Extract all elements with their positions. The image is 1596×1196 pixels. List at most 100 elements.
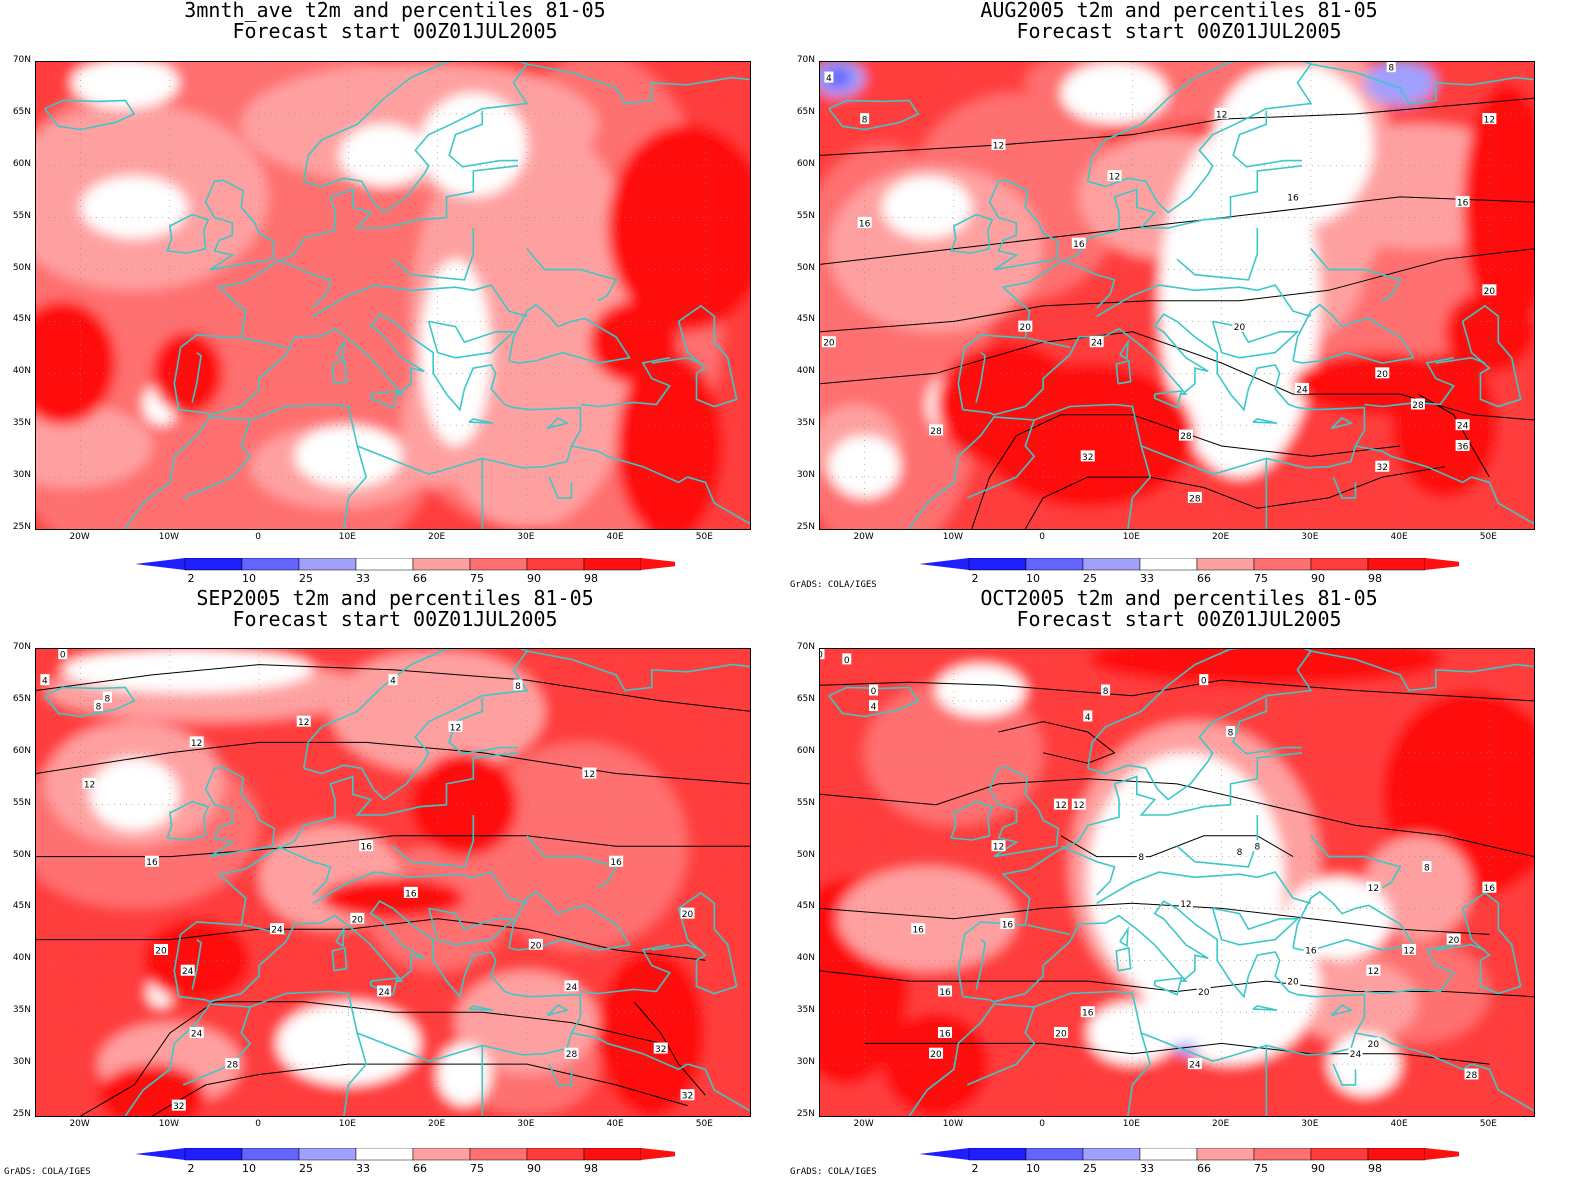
contour-label: 24 bbox=[1091, 339, 1103, 349]
lon-tick-label: 0 bbox=[1039, 532, 1045, 542]
colorbar-tick-label: 25 bbox=[1083, 572, 1097, 585]
colorbar-segment bbox=[1196, 558, 1255, 571]
percentile-band-fill bbox=[1172, 1042, 1200, 1055]
contour-label: 24 bbox=[182, 967, 194, 977]
contour-label: 16 bbox=[1305, 946, 1317, 956]
colorbar-segment bbox=[469, 1148, 528, 1161]
contour-label: 28 bbox=[930, 427, 942, 437]
isotherm-line bbox=[820, 778, 1534, 858]
contour-label: 24 bbox=[1296, 385, 1308, 395]
contour-label: 12 bbox=[84, 780, 95, 790]
contour-label: 8 bbox=[1103, 687, 1109, 697]
colorbar-segment bbox=[298, 558, 357, 571]
coastline bbox=[966, 419, 1036, 499]
colorbar-tick-label: 33 bbox=[1140, 1162, 1154, 1175]
contour-label-bg bbox=[153, 943, 168, 955]
percentile-band-fill bbox=[410, 752, 518, 857]
isotherm-line bbox=[151, 1063, 688, 1116]
contour-label-bg bbox=[821, 336, 836, 348]
colorbar-tick-label: 75 bbox=[1254, 1162, 1268, 1175]
contour-label: 12 bbox=[450, 723, 461, 733]
coastline bbox=[988, 766, 1060, 858]
percentile-band-fill bbox=[980, 362, 1195, 509]
contour-label-bg bbox=[1286, 975, 1301, 987]
percentile-band-fill bbox=[1444, 290, 1534, 374]
contour-label: 20 bbox=[1377, 370, 1389, 380]
lon-tick-label: 20W bbox=[69, 1119, 90, 1129]
coastline bbox=[1435, 943, 1486, 951]
coastline bbox=[1119, 926, 1129, 948]
percentile-band-fill bbox=[152, 331, 224, 415]
lon-tick-label: 30E bbox=[1301, 532, 1319, 542]
contour-label-bg bbox=[1402, 943, 1417, 955]
lat-tick-label: 30N bbox=[12, 1057, 31, 1068]
contour-label: 20 bbox=[930, 1050, 942, 1060]
coastline bbox=[1435, 356, 1486, 364]
colorbar-tick-label: 66 bbox=[413, 572, 427, 585]
colorbar-segment bbox=[412, 1148, 471, 1161]
contour-label: 28 bbox=[1180, 432, 1192, 442]
coastline bbox=[1355, 445, 1472, 484]
lat-tick-label: 65N bbox=[12, 106, 31, 117]
contour-label: 4 bbox=[871, 703, 877, 713]
colorbar-segment bbox=[968, 558, 1027, 571]
contour-label: 20 bbox=[682, 910, 694, 920]
contour-label-bg bbox=[1482, 113, 1497, 125]
coastline bbox=[966, 1006, 1036, 1086]
contour-label-bg bbox=[388, 674, 398, 686]
coastline bbox=[1060, 258, 1116, 309]
contour-label-bg bbox=[180, 964, 195, 976]
contour-label-bg bbox=[937, 1026, 952, 1038]
isotherm-line bbox=[36, 664, 750, 712]
coastline bbox=[312, 284, 528, 318]
contour-label-bg bbox=[1187, 1058, 1202, 1070]
contour-label: 24 bbox=[566, 983, 578, 993]
lat-tick-label: 55N bbox=[796, 797, 815, 808]
coastline bbox=[1292, 890, 1415, 951]
coastline bbox=[1471, 1063, 1534, 1112]
colorbar-segment bbox=[1025, 1148, 1084, 1161]
contour-label-bg bbox=[929, 1047, 944, 1059]
contour-label-bg bbox=[1101, 684, 1111, 696]
coastline bbox=[1153, 977, 1183, 996]
contour-label-bg bbox=[189, 1026, 204, 1038]
coastline bbox=[1252, 1005, 1278, 1011]
contour-label-bg bbox=[1196, 985, 1211, 997]
lat-lon-grid bbox=[820, 62, 1534, 529]
percentile-band-fill bbox=[1364, 835, 1472, 940]
colorbar-tick-label: 98 bbox=[1368, 572, 1382, 585]
contour-label-bg bbox=[564, 1047, 579, 1059]
map-plot-area: 4 8 8 12 12 12 12 16 16 16 16 20 20 20 20 20 24 24 24 28 28 2… bbox=[819, 61, 1535, 530]
grads-credit: GrADS: COLA/IGES bbox=[790, 580, 877, 590]
colorbar-tick-label: 90 bbox=[527, 1162, 541, 1175]
colorbar-tick-label: 10 bbox=[1026, 572, 1040, 585]
coastline bbox=[276, 845, 332, 896]
colorbar-tick-label: 33 bbox=[1140, 572, 1154, 585]
coastline bbox=[448, 110, 518, 168]
contour-label-bg bbox=[857, 216, 872, 228]
contour-label-bg bbox=[296, 715, 311, 727]
colorbar-segment bbox=[184, 558, 243, 571]
contour-label-bg bbox=[1080, 1006, 1095, 1018]
coastline bbox=[204, 179, 276, 271]
colorbar-arrow-left bbox=[135, 1148, 185, 1160]
panel-title: AUG2005 t2m and percentiles 81-05 bbox=[980, 0, 1378, 22]
colorbar-tick-label: 2 bbox=[972, 572, 979, 585]
coastline bbox=[392, 815, 475, 868]
contour-labels: 4 8 8 12 12 12 12 16 16 16 16 20 20 20 20 20 24 24 24 28 28 2… bbox=[821, 62, 1497, 504]
percentile-band-fill bbox=[276, 1001, 420, 1085]
contour-label: 12 bbox=[1484, 116, 1495, 126]
coastline bbox=[427, 907, 516, 946]
contour-label-bg bbox=[991, 840, 1006, 852]
coastline bbox=[369, 390, 399, 409]
contour-label-bg bbox=[102, 691, 112, 703]
contour-label-bg bbox=[1375, 460, 1390, 472]
coastline bbox=[828, 686, 920, 718]
colorbar-segment bbox=[469, 558, 528, 571]
lon-tick-label: 0 bbox=[1039, 1119, 1045, 1129]
contour-label-bg bbox=[1422, 860, 1432, 872]
percentile-band-fill bbox=[339, 124, 429, 187]
panel-subtitle: Forecast start 00Z01JUL2005 bbox=[232, 607, 558, 631]
colorbar-tick-label: 66 bbox=[413, 1162, 427, 1175]
contour-label: 16 bbox=[405, 889, 417, 899]
